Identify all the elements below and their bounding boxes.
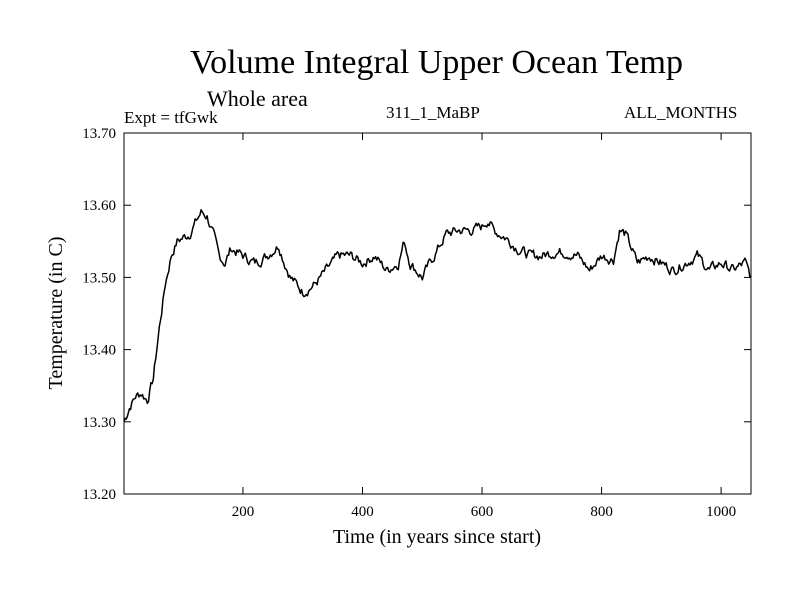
months-label: ALL_MONTHS bbox=[624, 103, 738, 122]
y-tick-label: 13.40 bbox=[82, 343, 116, 359]
plot-frame bbox=[123, 132, 752, 495]
y-tick-label: 13.70 bbox=[82, 126, 116, 142]
y-tick-label: 13.60 bbox=[82, 198, 116, 214]
y-tick-label: 13.30 bbox=[82, 415, 116, 431]
temperature-series-line bbox=[123, 209, 752, 423]
chart-title: Volume Integral Upper Ocean Temp bbox=[190, 44, 683, 81]
run-label: 311_1_MaBP bbox=[386, 103, 480, 122]
x-tick-label: 200 bbox=[232, 504, 255, 520]
experiment-label: Expt = tfGwk bbox=[124, 108, 218, 127]
x-axis-label: Time (in years since start) bbox=[333, 526, 541, 548]
chart-subtitle: Whole area bbox=[207, 86, 308, 111]
x-axis: 200 400 600 800 1000 bbox=[232, 133, 736, 520]
y-tick-label: 13.50 bbox=[82, 270, 116, 286]
x-tick-label: 1000 bbox=[706, 504, 736, 520]
y-axis: 13.20 13.30 13.40 13.50 13.60 13.70 bbox=[82, 126, 751, 503]
x-tick-label: 600 bbox=[471, 504, 494, 520]
x-tick-label: 400 bbox=[351, 504, 374, 520]
y-tick-label: 13.20 bbox=[82, 487, 116, 503]
x-tick-label: 800 bbox=[590, 504, 613, 520]
y-axis-label: Temperature (in C) bbox=[45, 237, 67, 390]
